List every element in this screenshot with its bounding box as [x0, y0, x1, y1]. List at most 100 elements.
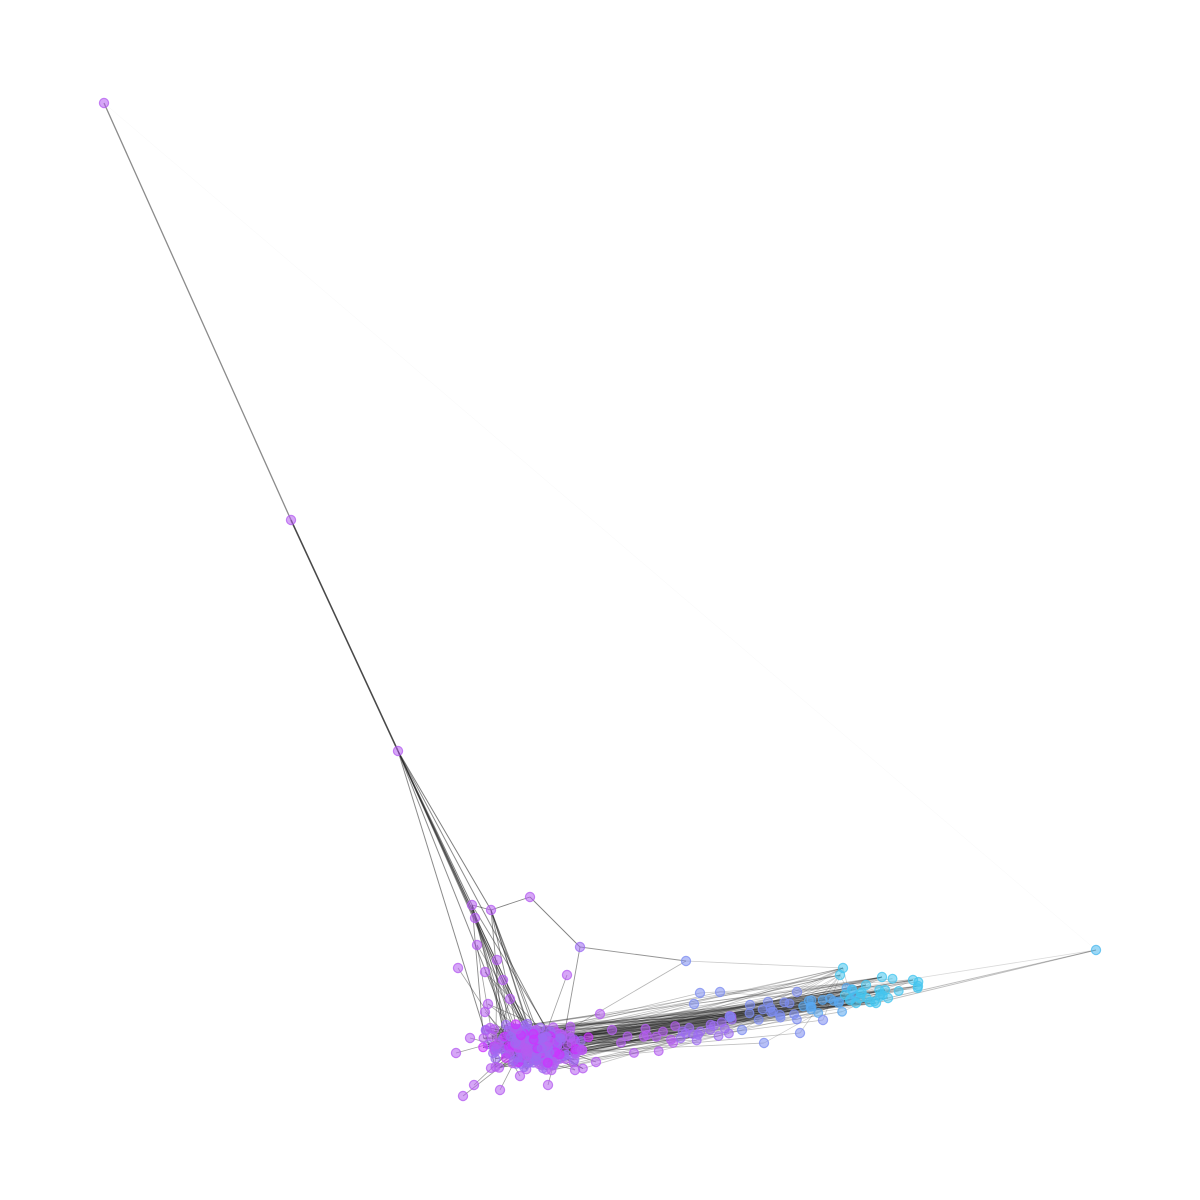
graph-node — [680, 955, 692, 967]
graph-node — [510, 1037, 521, 1048]
graph-node — [753, 1014, 764, 1025]
graph-node — [521, 1050, 532, 1061]
graph-node — [490, 1061, 501, 1072]
graph-edge — [685, 960, 844, 969]
graph-node — [536, 1043, 547, 1054]
graph-node — [491, 954, 503, 966]
graph-edge — [490, 909, 533, 1037]
graph-edge — [517, 976, 883, 1048]
graph-node — [98, 97, 110, 109]
graph-node — [576, 1044, 588, 1056]
graph-node — [870, 997, 882, 1009]
graph-node — [779, 997, 790, 1008]
graph-edge — [535, 992, 701, 1033]
graph-edge — [887, 949, 1097, 999]
graph-node — [665, 1034, 676, 1045]
graph-node — [651, 1031, 662, 1042]
graph-node — [479, 966, 491, 978]
graph-node — [469, 912, 481, 924]
graph-edge — [490, 909, 504, 1039]
graph-edge — [535, 967, 844, 1058]
graph-node — [468, 1079, 480, 1091]
graph-node — [724, 1011, 736, 1023]
graph-node — [675, 1033, 686, 1044]
graph-node — [860, 979, 872, 991]
graph-node — [688, 998, 700, 1010]
graph-edge — [561, 949, 1097, 1035]
graph-edge — [103, 102, 292, 521]
graph-edge — [490, 909, 536, 1033]
graph-node — [628, 1047, 639, 1058]
graph-edge — [875, 949, 1097, 1004]
graph-node — [791, 986, 803, 998]
graph-edge — [524, 1013, 601, 1026]
graph-node — [504, 993, 516, 1005]
graph-node — [564, 1026, 575, 1037]
graph-node — [285, 514, 297, 526]
graph-edge — [699, 979, 914, 994]
graph-edge — [505, 1019, 759, 1026]
graph-node — [817, 1014, 829, 1026]
graph-edge — [397, 750, 496, 1068]
graph-node — [705, 1019, 716, 1030]
graph-node — [471, 939, 483, 951]
graph-edge — [397, 750, 473, 906]
graph-edge — [556, 967, 844, 1033]
graph-node — [594, 1008, 606, 1020]
graph-edge — [397, 750, 492, 911]
graph-edge — [550, 1002, 877, 1032]
graph-edge — [811, 974, 841, 1008]
graph-node — [657, 1026, 668, 1037]
graph-node — [813, 1007, 824, 1018]
graph-edge — [693, 976, 883, 1005]
graph-node — [484, 1022, 496, 1034]
graph-node — [554, 1049, 565, 1060]
graph-edge — [527, 967, 844, 1042]
graph-node — [482, 998, 494, 1010]
graph-node — [485, 904, 497, 916]
graph-edge — [558, 1011, 774, 1038]
graph-node — [490, 1053, 501, 1064]
graph-node — [561, 969, 573, 981]
graph-edge — [527, 974, 841, 1048]
graph-node — [622, 1031, 633, 1042]
graph-edge — [397, 750, 525, 1068]
graph-node — [640, 1023, 651, 1034]
graph-node — [457, 1090, 469, 1102]
graph-edge — [529, 896, 581, 948]
graph-edge — [471, 904, 519, 1045]
graph-node — [542, 1057, 553, 1068]
graph-node — [510, 1019, 521, 1030]
graph-node — [694, 987, 706, 999]
graph-node — [537, 1032, 548, 1043]
graph-node — [693, 1029, 704, 1040]
graph-node — [736, 1024, 748, 1036]
graph-node — [846, 984, 858, 996]
graph-node — [876, 971, 888, 983]
graph-edge — [796, 976, 883, 993]
graph-edge — [575, 1015, 730, 1042]
graph-node — [524, 891, 536, 903]
graph-node — [492, 1039, 503, 1050]
graph-node — [758, 1037, 770, 1049]
graph-node — [494, 1084, 506, 1096]
graph-node — [606, 1024, 618, 1036]
graph-node — [514, 1070, 526, 1082]
graph-node — [450, 1047, 462, 1059]
graph-node — [478, 1033, 489, 1044]
graph-node — [844, 994, 856, 1006]
graph-node — [1090, 944, 1102, 956]
graph-node — [583, 1032, 594, 1043]
graph-node — [912, 980, 924, 992]
graph-node — [774, 1009, 786, 1021]
graph-node — [497, 974, 509, 986]
graph-node — [574, 941, 586, 953]
graph-edge — [290, 519, 399, 752]
graph-edge — [523, 984, 867, 1045]
graph-node — [464, 1032, 476, 1044]
graph-edge — [526, 976, 883, 1056]
graph-nodes — [98, 97, 1102, 1102]
graph-edge — [490, 896, 531, 911]
